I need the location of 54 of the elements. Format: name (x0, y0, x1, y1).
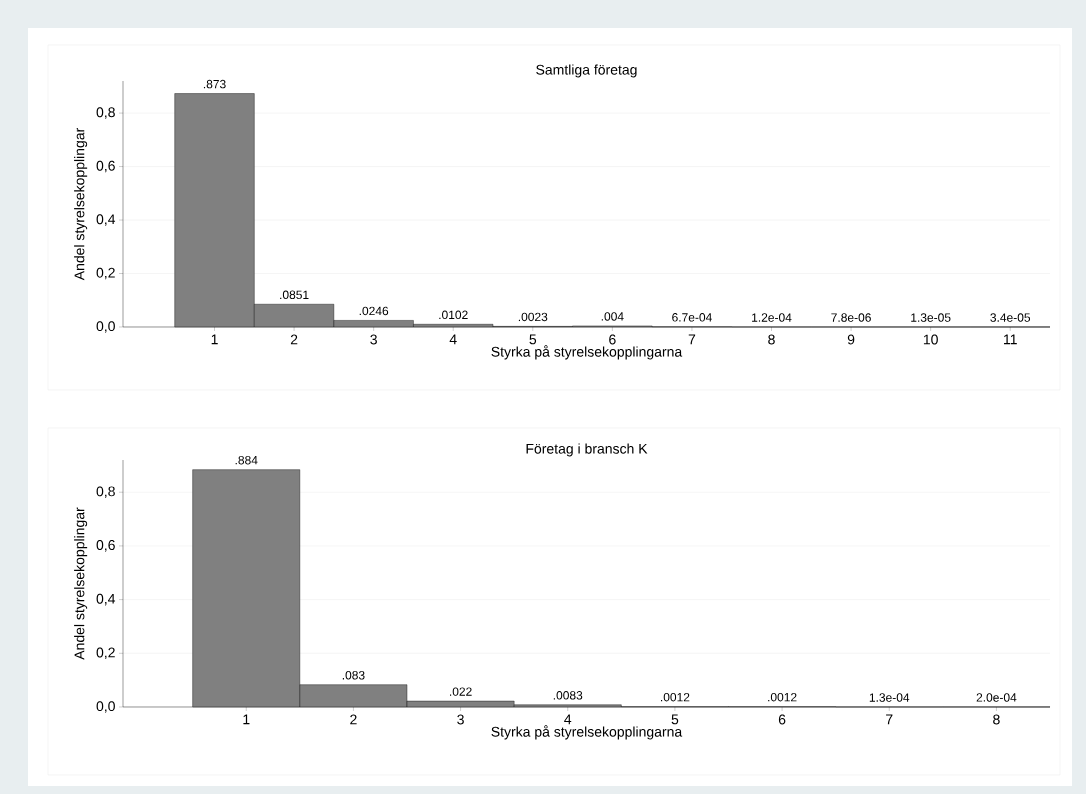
x-tick-label: 8 (768, 334, 775, 345)
y-axis-title: Andel styrelsekopplingar (74, 127, 88, 281)
x-tick-label: 7 (886, 714, 893, 725)
data-label: 1.2e-04 (752, 313, 792, 322)
chart-title: Samtliga företag (536, 64, 637, 78)
data-label: .0102 (439, 310, 468, 320)
x-tick-label: 3 (457, 714, 464, 725)
y-tick-label: 0,0 (96, 701, 115, 713)
data-label: .0012 (768, 692, 797, 702)
data-label: 7.8e-06 (831, 313, 871, 322)
data-label: 2.0e-04 (976, 693, 1017, 702)
data-label: .022 (450, 687, 472, 696)
x-tick-label: 4 (564, 714, 572, 725)
data-label: .0851 (280, 290, 309, 300)
data-label: .083 (342, 671, 365, 680)
x-tick-label: 6 (609, 334, 616, 345)
data-label: .873 (203, 79, 226, 89)
x-tick-label: 1 (243, 714, 250, 725)
data-label: .0012 (661, 692, 690, 702)
x-axis-title: Styrka på styrelsekopplingarna (491, 345, 683, 360)
y-tick-label: 0,4 (96, 593, 116, 606)
data-label: .0083 (553, 691, 583, 700)
x-tick-label: 6 (778, 714, 786, 725)
data-label: .004 (601, 312, 624, 321)
chart-title: Företag i bransch K (526, 443, 648, 457)
y-tick-label: 0,2 (96, 267, 115, 280)
data-label: .884 (235, 455, 258, 465)
y-tick-label: 0,4 (96, 214, 116, 226)
x-tick-label: 11 (1004, 334, 1017, 345)
x-tick-label: 4 (449, 334, 457, 345)
y-tick-label: 0,0 (96, 321, 115, 333)
x-tick-label: 10 (923, 334, 938, 345)
data-label: .0023 (518, 312, 548, 322)
x-tick-label: 9 (847, 334, 855, 345)
data-label: 6.7e-04 (672, 313, 712, 322)
x-tick-label: 2 (350, 714, 357, 725)
x-tick-label: 3 (370, 334, 377, 345)
y-tick-label: 0,2 (96, 647, 115, 660)
y-tick-label: 0,6 (96, 160, 115, 173)
y-axis-title: Andel styrelsekopplingar (74, 507, 88, 660)
data-label: 1.3e-04 (869, 693, 910, 702)
x-tick-label: 7 (688, 334, 696, 345)
x-tick-label: 1 (211, 334, 218, 345)
y-tick-label: 0,6 (96, 540, 115, 552)
x-tick-label: 2 (290, 334, 298, 345)
x-tick-label: 5 (671, 714, 679, 725)
x-tick-label: 5 (529, 334, 537, 345)
y-tick-label: 0,8 (96, 486, 115, 498)
y-tick-label: 0,8 (96, 107, 115, 119)
data-label: .0246 (359, 306, 389, 316)
data-label: 3.4e-05 (990, 313, 1031, 322)
x-tick-label: 8 (993, 714, 1000, 725)
x-axis-title: Styrka på styrelsekopplingarna (491, 725, 683, 740)
data-label: 1.3e-05 (911, 313, 951, 322)
